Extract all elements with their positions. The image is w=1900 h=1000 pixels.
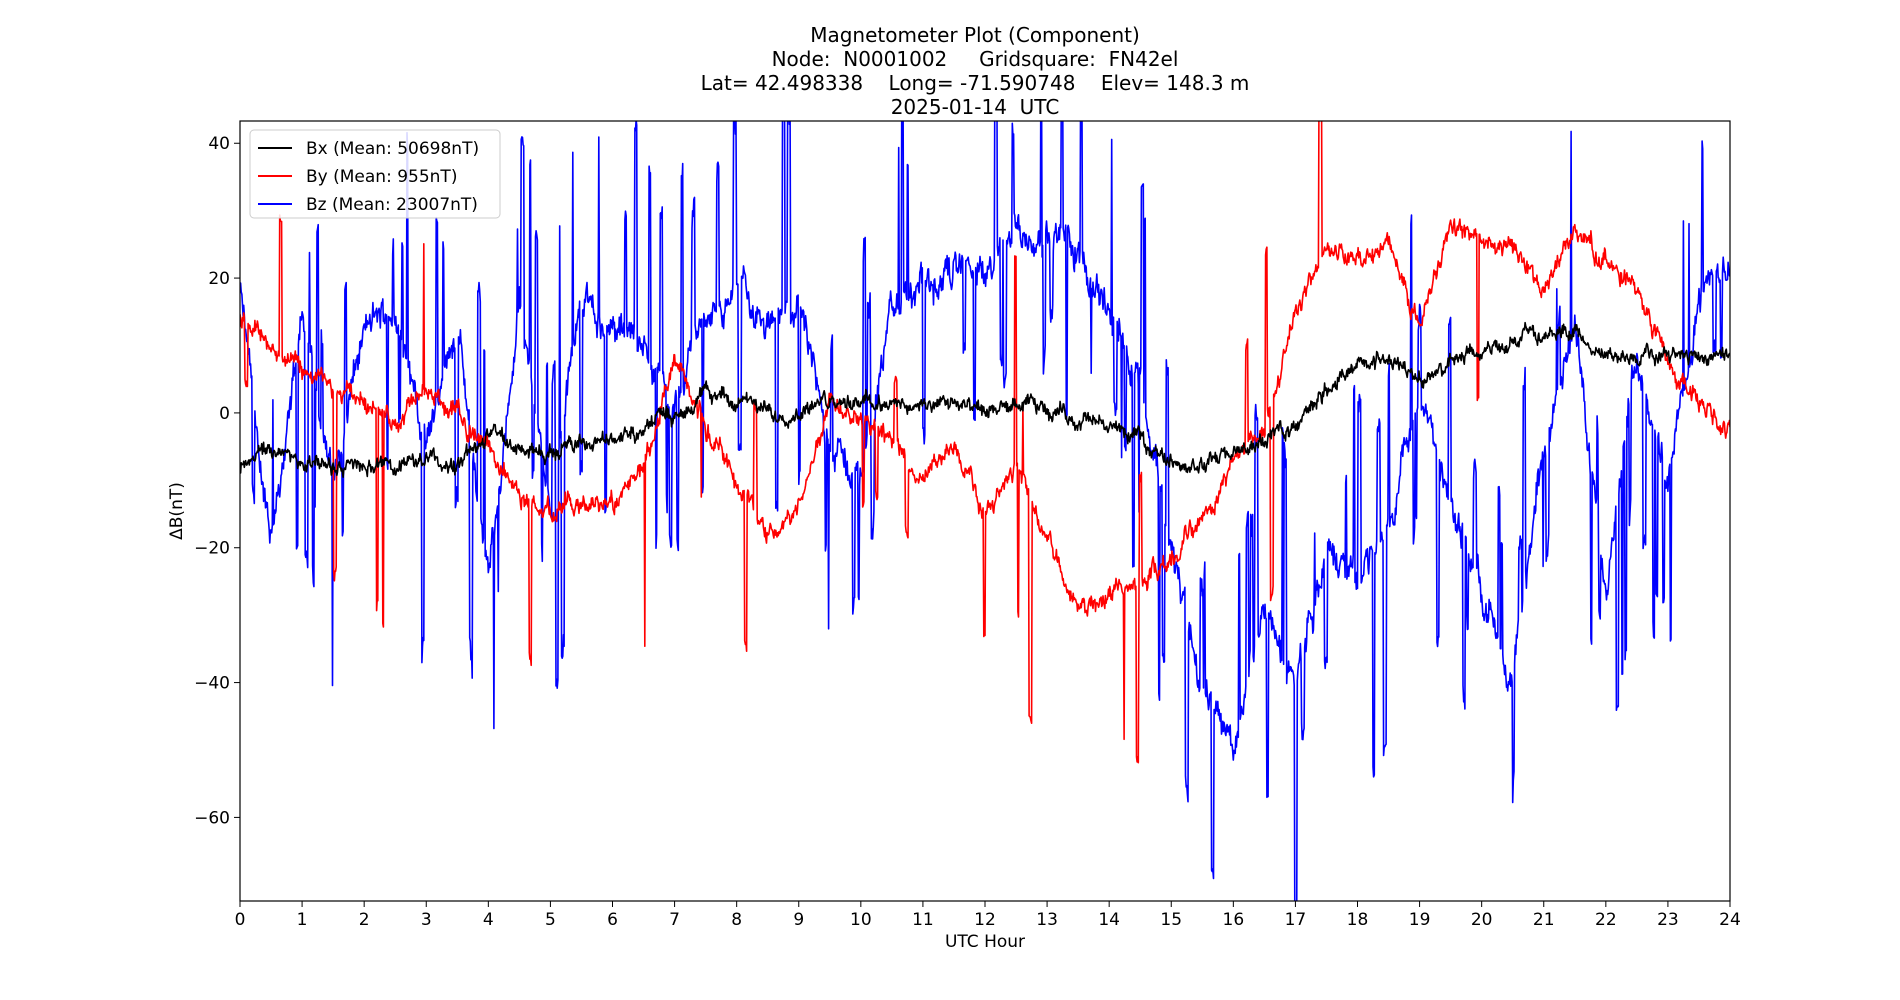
x-tick-label: 17 <box>1285 910 1307 930</box>
x-tick-label: 12 <box>974 910 996 930</box>
x-tick-label: 16 <box>1223 910 1245 930</box>
y-tick-label: −20 <box>194 539 230 559</box>
y-tick-label: 40 <box>208 134 230 154</box>
y-axis-label: ΔB(nT) <box>167 482 187 540</box>
x-tick-label: 22 <box>1595 910 1617 930</box>
x-tick-label: 14 <box>1098 910 1120 930</box>
series-line-bx <box>240 321 1730 479</box>
series-line-bz <box>240 121 1730 901</box>
x-tick-label: 0 <box>235 910 246 930</box>
chart-title-line-2: Node: N0001002 Gridsquare: FN42el <box>772 47 1179 71</box>
x-axis-label: UTC Hour <box>945 932 1025 952</box>
chart-title-line-3: Lat= 42.498338 Long= -71.590748 Elev= 14… <box>701 71 1250 95</box>
x-tick-label: 5 <box>545 910 556 930</box>
x-tick-label: 23 <box>1657 910 1679 930</box>
x-tick-label: 20 <box>1471 910 1493 930</box>
x-tick-label: 21 <box>1533 910 1555 930</box>
x-tick-label: 24 <box>1719 910 1741 930</box>
x-tick-label: 15 <box>1160 910 1182 930</box>
x-tick-label: 19 <box>1409 910 1431 930</box>
x-tick-label: 2 <box>359 910 370 930</box>
legend: Bx (Mean: 50698nT) By (Mean: 955nT) Bz (Me… <box>249 129 501 219</box>
x-tick-label: 1 <box>297 910 308 930</box>
x-tick-label: 7 <box>669 910 680 930</box>
series-line-by <box>240 121 1730 764</box>
y-tick-label: −60 <box>194 808 230 828</box>
x-tick-label: 11 <box>912 910 934 930</box>
x-tick-label: 8 <box>731 910 742 930</box>
chart-title-line-1: Magnetometer Plot (Component) <box>810 23 1140 47</box>
legend-label: Bz (Mean: 23007nT) <box>306 195 478 215</box>
x-tick-label: 3 <box>421 910 432 930</box>
x-tick-label: 6 <box>607 910 618 930</box>
x-tick-label: 13 <box>1036 910 1058 930</box>
y-tick-label: 0 <box>219 404 230 424</box>
x-tick-label: 9 <box>793 910 804 930</box>
y-tick-label: 20 <box>208 269 230 289</box>
legend-label: By (Mean: 955nT) <box>306 167 457 187</box>
x-tick-label: 10 <box>850 910 872 930</box>
x-tick-label: 18 <box>1347 910 1369 930</box>
y-tick-label: −40 <box>194 674 230 694</box>
legend-label: Bx (Mean: 50698nT) <box>306 139 479 159</box>
x-tick-label: 4 <box>483 910 494 930</box>
chart-title-line-4: 2025-01-14 UTC <box>891 95 1060 119</box>
